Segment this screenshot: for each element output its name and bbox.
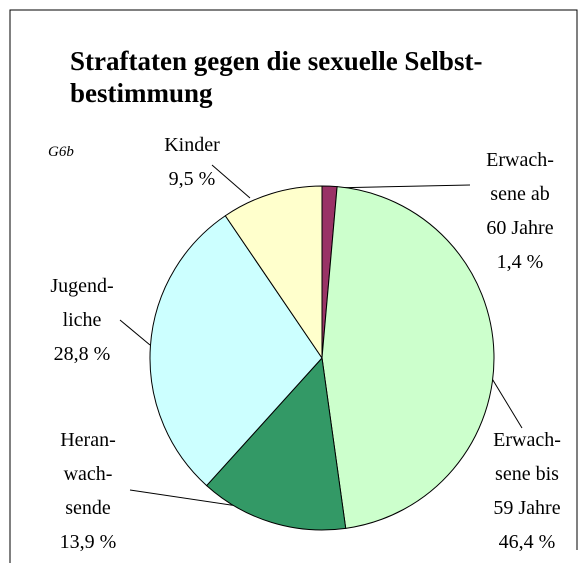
leader-line xyxy=(119,319,151,346)
slice-label: Erwach-sene ab 60 Jahre xyxy=(486,149,554,239)
pie-slice xyxy=(224,185,323,360)
slice-label: Kinder xyxy=(164,134,220,156)
pie-slice xyxy=(321,186,495,529)
annotation: G6b xyxy=(48,144,74,160)
chart-title: Straftaten gegen die sexuelle Selbst-bes… xyxy=(70,46,482,108)
slice-label: Jugend-liche xyxy=(50,275,113,331)
pie-slice xyxy=(149,215,323,487)
value-label: 13,9 % xyxy=(60,531,117,553)
leader-line xyxy=(487,371,523,429)
value-label: 28,8 % xyxy=(54,343,111,365)
frame xyxy=(9,9,578,563)
slice-label: Erwach-sene bis 59 Jahre xyxy=(493,429,561,519)
value-label: 46,4 % xyxy=(499,531,556,553)
slice-label: Heran-wach-sende xyxy=(60,429,116,519)
value-label: 1,4 % xyxy=(497,251,544,273)
value-label: 9,5 % xyxy=(169,168,216,190)
leader-line xyxy=(211,164,251,199)
leader-line xyxy=(329,184,471,189)
pie-slice xyxy=(205,356,347,531)
